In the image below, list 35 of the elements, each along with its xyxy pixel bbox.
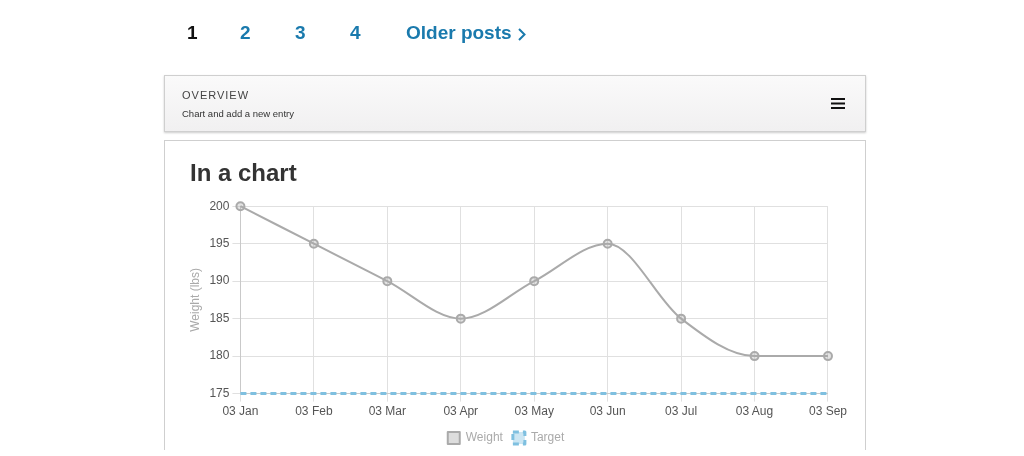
- chart-title: In a chart: [190, 159, 297, 187]
- x-tick-label: 03 Apr: [443, 404, 479, 419]
- point: [382, 276, 393, 287]
- point: [235, 201, 246, 212]
- text: 4: [350, 22, 361, 44]
- legend-label: Target: [530, 430, 565, 445]
- x-tick-label: 03 Sep: [808, 404, 848, 419]
- y-tick-label: 190: [209, 273, 230, 288]
- text: OVERVIEW: [182, 89, 250, 101]
- x-tick-label: 03 Aug: [735, 404, 774, 419]
- y-tick-label: 195: [209, 235, 230, 250]
- text: Chart and add a new entry: [182, 108, 294, 119]
- point: [529, 276, 540, 287]
- y-axis-title: Weight (lbs): [187, 268, 202, 332]
- legend-label: Weight: [465, 430, 504, 445]
- point: [749, 351, 760, 362]
- point: [455, 313, 466, 324]
- y-tick-label: 185: [209, 310, 230, 325]
- point: [822, 351, 833, 362]
- text: 2: [240, 22, 251, 44]
- text: 3: [295, 22, 306, 44]
- text: Older posts: [406, 22, 512, 44]
- point: [308, 238, 319, 249]
- x-tick-label: 03 May: [514, 404, 554, 419]
- x-tick-label: 03 Jul: [665, 404, 698, 419]
- point: [602, 238, 613, 249]
- y-tick-label: 200: [209, 198, 230, 213]
- x-tick-label: 03 Feb: [295, 404, 333, 419]
- x-tick-label: 03 Mar: [368, 404, 406, 419]
- y-tick-label: 180: [209, 348, 230, 363]
- point: [676, 313, 687, 324]
- x-tick-label: 03 Jan: [222, 404, 259, 419]
- text: 1: [187, 22, 198, 44]
- x-tick-label: 03 Jun: [589, 404, 626, 419]
- y-tick-label: 175: [209, 385, 230, 400]
